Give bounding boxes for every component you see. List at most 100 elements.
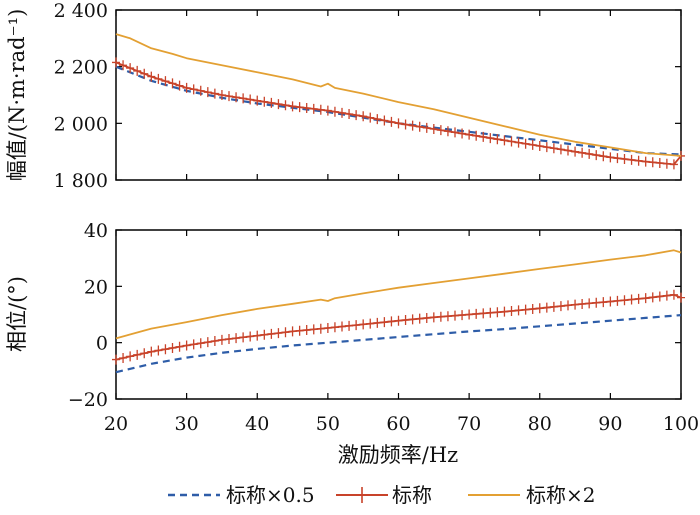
plus-marker	[189, 84, 198, 95]
plus-marker	[408, 120, 417, 131]
plus-marker	[479, 131, 488, 142]
plus-marker	[203, 87, 212, 98]
plus-marker	[154, 73, 163, 84]
x-tick-label: 30	[175, 413, 199, 435]
plus-marker	[316, 323, 325, 334]
plus-marker	[394, 118, 403, 129]
plus-marker	[592, 150, 601, 161]
plus-marker	[359, 111, 368, 122]
plus-marker	[260, 96, 269, 107]
plus-marker	[352, 110, 361, 121]
plus-marker	[493, 134, 502, 145]
plus-marker	[175, 80, 184, 91]
plus-marker	[387, 116, 396, 127]
amplitude-y-ticks: 1 800 2 000 2 200 2 400	[54, 0, 681, 192]
y-tick-label: 2 000	[54, 113, 108, 135]
plus-marker	[359, 319, 368, 330]
plus-marker	[394, 315, 403, 326]
plus-marker	[225, 334, 233, 345]
plus-marker	[133, 65, 142, 76]
x-tick-label: 100	[663, 413, 699, 435]
plus-marker	[366, 318, 375, 329]
series-line	[115, 33, 682, 157]
amplitude-panel: 1 800 2 000 2 200 2 400 幅值/(N·m·rad⁻¹)	[5, 0, 685, 192]
plus-marker	[641, 156, 650, 167]
plus-marker	[330, 106, 339, 117]
plus-marker	[655, 291, 664, 302]
plus-marker	[168, 78, 177, 89]
x-tick-label: 60	[386, 413, 410, 435]
series-line	[115, 314, 682, 374]
legend-label: 标称×2	[526, 483, 595, 507]
plus-marker	[401, 119, 410, 130]
plus-marker	[549, 301, 558, 312]
plus-marker	[634, 155, 643, 166]
plus-marker	[232, 92, 241, 103]
plus-marker	[662, 158, 671, 169]
y-tick-label: 40	[84, 220, 108, 242]
plus-marker	[260, 329, 269, 340]
plus-marker	[507, 136, 516, 147]
plus-marker	[380, 317, 389, 328]
plus-marker	[133, 349, 142, 360]
plus-marker	[422, 312, 431, 323]
plus-marker	[217, 334, 226, 345]
plus-marker	[436, 311, 445, 322]
plus-marker	[373, 114, 382, 125]
plus-marker	[112, 57, 120, 68]
plus-marker	[458, 310, 467, 321]
plus-marker	[232, 333, 241, 344]
plus-marker	[415, 121, 424, 132]
x-tick-label: 80	[528, 413, 552, 435]
plus-marker	[309, 103, 318, 114]
plus-marker	[161, 344, 170, 355]
plus-marker	[465, 309, 474, 320]
plus-marker	[514, 305, 523, 316]
plus-marker	[542, 302, 551, 313]
plus-marker	[627, 154, 636, 165]
series-line	[115, 65, 682, 156]
plus-marker	[225, 91, 233, 102]
plus-marker	[203, 337, 212, 348]
x-tick-label: 90	[598, 413, 622, 435]
plus-marker	[486, 307, 495, 318]
plus-marker	[578, 147, 587, 158]
plus-marker	[486, 133, 495, 144]
plus-marker	[571, 146, 580, 157]
phase-y-ticks: −20 0 20 40	[68, 220, 681, 411]
plus-marker	[549, 143, 558, 154]
plus-marker	[253, 330, 262, 341]
plus-marker	[479, 308, 488, 319]
plus-marker	[126, 351, 135, 362]
amplitude-series-lines	[112, 33, 685, 170]
legend: 标称×0.5 标称 标称×2	[168, 483, 595, 507]
plus-marker	[648, 292, 657, 303]
plus-marker	[436, 125, 445, 136]
plus-marker	[323, 323, 332, 334]
plus-marker	[210, 88, 219, 99]
plus-marker	[451, 310, 459, 321]
plus-marker	[147, 346, 156, 357]
phase-panel: −20 0 20 40 20 30 40 50 60 70 80 90 100 相位/(°) 激励频率…	[5, 220, 699, 467]
plus-marker	[408, 314, 417, 325]
y-tick-label: 0	[96, 333, 108, 355]
plus-marker	[514, 137, 523, 148]
plus-marker	[217, 90, 226, 100]
plus-marker	[627, 294, 636, 305]
plus-marker	[253, 95, 262, 106]
plus-marker	[599, 151, 608, 162]
legend-plus-marker	[356, 487, 368, 503]
plus-marker	[295, 325, 304, 336]
plus-marker	[429, 312, 438, 323]
x-tick-label: 20	[104, 413, 128, 435]
x-tick-label: 50	[316, 413, 340, 435]
plus-marker	[182, 82, 191, 93]
plus-marker	[521, 138, 530, 149]
plus-marker	[380, 115, 389, 126]
plus-marker	[655, 158, 664, 168]
plus-marker	[302, 325, 311, 336]
phase-x-ticks: 20 30 40 50 60 70 80 90 100	[104, 413, 699, 435]
plus-marker	[210, 335, 219, 346]
plus-marker	[196, 338, 205, 349]
plus-marker	[140, 68, 149, 79]
